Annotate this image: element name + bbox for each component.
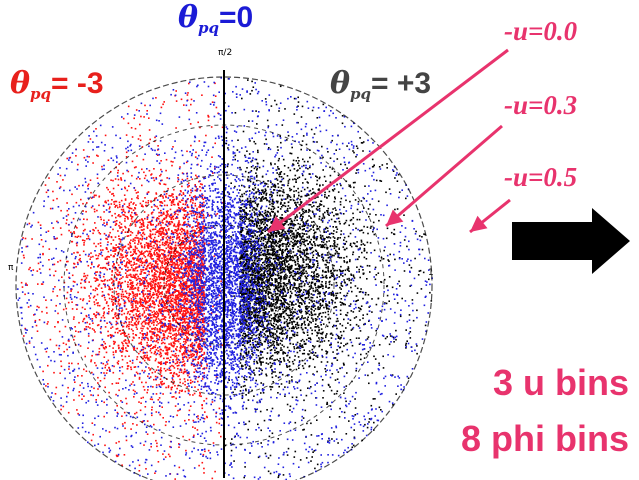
tick-top: π/2: [218, 48, 233, 58]
pointer-arrow-u2: [469, 198, 511, 234]
u-bins-text: 3 u bins: [492, 362, 629, 403]
theta-plus-label: θpq= +3: [330, 66, 432, 103]
tick-left: π: [8, 263, 14, 273]
u-label-1: -u=0.3: [504, 90, 578, 120]
u-label-0: -u=0.0: [504, 16, 578, 46]
polar-ring: [113, 174, 335, 396]
pointer-arrow-u1: [385, 124, 503, 228]
pointer-arrow-u0: [267, 48, 509, 234]
theta-minus-label: θpq= -3: [10, 66, 104, 103]
polar-ring: [15, 76, 433, 480]
right-arrow-icon: [512, 208, 630, 274]
phi-bins-text: 8 phi bins: [460, 418, 629, 459]
u-label-2: -u=0.5: [504, 162, 578, 192]
tick-right: 1: [428, 268, 434, 278]
theta-zero-label: θpq=0: [178, 0, 254, 37]
u-pointer-arrows: [267, 48, 511, 234]
